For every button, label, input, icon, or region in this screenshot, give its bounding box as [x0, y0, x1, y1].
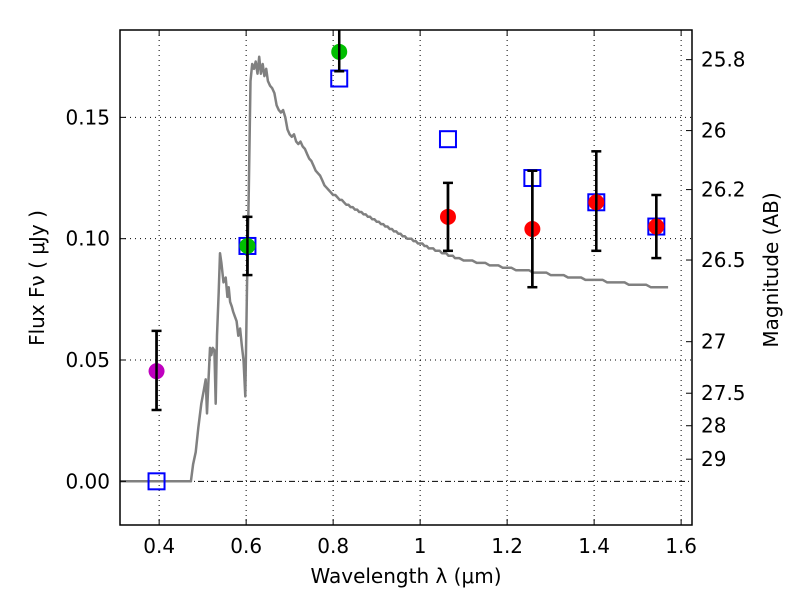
right-axis-label: Magnitude (AB)	[759, 192, 783, 347]
x-tick-label: 1	[414, 534, 427, 558]
x-tick-label: 0.6	[230, 534, 262, 558]
x-tick-label: 0.8	[317, 534, 349, 558]
right-axis-ticks: 25.8 26 26.2 26.5 27 27.5 28 29	[686, 48, 746, 471]
observed-points	[148, 30, 665, 410]
y-tick-label: 0.15	[65, 105, 110, 129]
x-axis-label: Wavelength λ (μm)	[310, 564, 501, 588]
x-tick-label: 0.4	[143, 534, 175, 558]
error-bars	[151, 30, 662, 412]
right-tick-label: 28	[701, 414, 726, 438]
model-spectrum-line	[120, 55, 669, 483]
right-tick-label: 29	[701, 447, 726, 471]
grid	[120, 30, 692, 525]
y-axis-label: Flux Fν ( μJy )	[25, 210, 49, 346]
y-tick-label: 0.05	[65, 348, 110, 372]
x-tick-label: 1.6	[665, 534, 697, 558]
x-tick-label: 1.4	[578, 534, 610, 558]
y-tick-label: 0.10	[65, 227, 110, 251]
plot-frame	[119, 29, 693, 526]
model-photometry-square	[147, 472, 166, 491]
right-tick-label: 25.8	[701, 48, 746, 72]
y-axis-ticks: 0.00 0.05 0.10 0.15	[65, 105, 126, 493]
model-photometry-square	[438, 130, 457, 149]
right-tick-label: 26.5	[701, 248, 746, 272]
x-axis-ticks: 0.4 0.6 0.8 1 1.2 1.4 1.6	[143, 30, 697, 558]
x-tick-label: 1.2	[491, 534, 523, 558]
y-tick-label: 0.00	[65, 469, 110, 493]
model-photometry-square	[330, 69, 349, 88]
right-tick-label: 27	[701, 330, 726, 354]
right-tick-label: 26	[701, 119, 726, 143]
right-tick-label: 26.2	[701, 178, 746, 202]
right-tick-label: 27.5	[701, 381, 746, 405]
